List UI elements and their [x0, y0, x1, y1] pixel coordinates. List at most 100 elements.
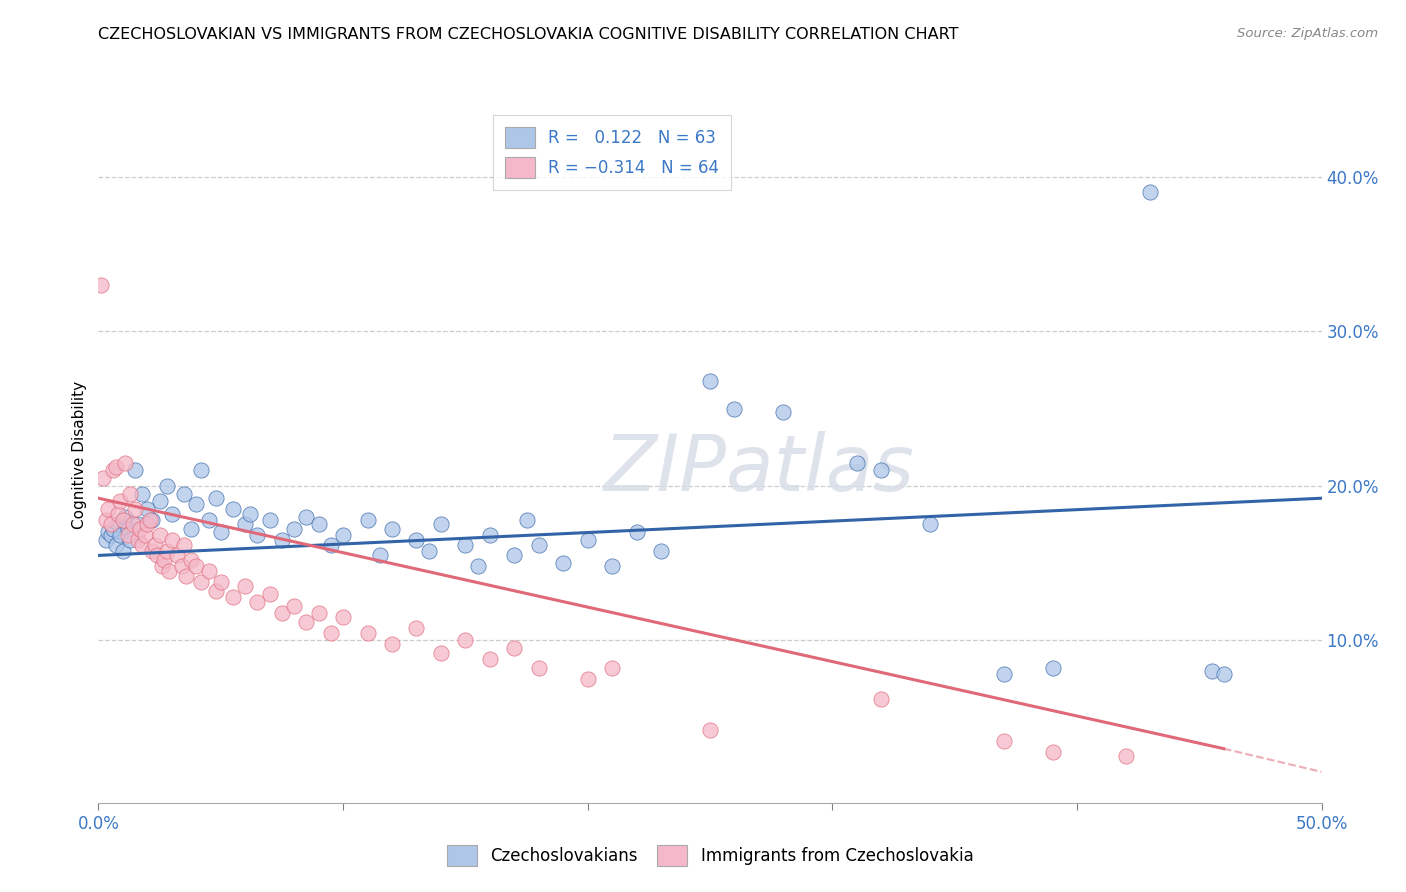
Point [870, 692, 893, 706]
Point [993, 667, 1015, 681]
Text: Source: ZipAtlas.com: Source: ZipAtlas.com [1237, 27, 1378, 40]
Point [110, 494, 132, 508]
Point [259, 513, 281, 527]
Point [270, 533, 294, 547]
Point [503, 641, 526, 656]
Point [478, 528, 501, 542]
Point [117, 522, 139, 536]
Point [110, 528, 132, 542]
Point [600, 661, 623, 675]
Point [478, 652, 501, 666]
Point [104, 460, 127, 475]
Point [170, 559, 193, 574]
Point [845, 456, 868, 470]
Point [100, 528, 122, 542]
Point [576, 672, 599, 686]
Point [870, 463, 893, 477]
Point [180, 553, 202, 567]
Point [723, 401, 745, 416]
Point [209, 525, 232, 540]
Point [1042, 661, 1064, 675]
Point [553, 556, 575, 570]
Point [101, 522, 124, 536]
Text: ZIPatlas: ZIPatlas [603, 431, 914, 507]
Point [104, 538, 127, 552]
Y-axis label: Cognitive Disability: Cognitive Disability [72, 381, 87, 529]
Point [124, 502, 146, 516]
Point [239, 507, 262, 521]
Point [146, 549, 169, 563]
Point [197, 513, 219, 527]
Point [114, 509, 136, 524]
Point [111, 513, 134, 527]
Point [190, 574, 212, 589]
Point [503, 549, 526, 563]
Point [246, 595, 269, 609]
Point [772, 404, 794, 418]
Point [149, 494, 172, 508]
Point [699, 723, 721, 738]
Point [121, 517, 143, 532]
Point [156, 479, 179, 493]
Point [650, 543, 672, 558]
Point [356, 513, 378, 527]
Point [136, 502, 159, 516]
Point [626, 525, 648, 540]
Point [173, 538, 195, 552]
Legend: Czechoslovakians, Immigrants from Czechoslovakia: Czechoslovakians, Immigrants from Czecho… [434, 833, 986, 878]
Point [319, 538, 342, 552]
Point [381, 636, 404, 650]
Point [270, 606, 294, 620]
Point [94, 533, 117, 547]
Point [405, 621, 427, 635]
Point [920, 517, 942, 532]
Point [233, 579, 256, 593]
Point [1201, 665, 1223, 679]
Point [127, 533, 149, 547]
Point [515, 513, 537, 527]
Point [233, 517, 256, 532]
Point [139, 513, 162, 527]
Point [97, 525, 120, 540]
Point [91, 471, 114, 485]
Point [1115, 749, 1137, 764]
Point [149, 528, 172, 542]
Point [405, 533, 427, 547]
Point [173, 486, 195, 500]
Point [114, 456, 136, 470]
Point [97, 502, 120, 516]
Point [90, 277, 112, 292]
Point [332, 528, 354, 542]
Point [993, 734, 1015, 748]
Point [101, 463, 124, 477]
Point [418, 543, 440, 558]
Point [111, 543, 134, 558]
Point [283, 599, 305, 614]
Point [160, 507, 183, 521]
Point [134, 528, 156, 542]
Point [454, 633, 477, 648]
Point [100, 517, 122, 532]
Point [120, 533, 142, 547]
Point [527, 538, 550, 552]
Point [190, 463, 212, 477]
Point [157, 564, 180, 578]
Point [467, 559, 489, 574]
Point [308, 606, 330, 620]
Point [131, 486, 153, 500]
Point [160, 533, 183, 547]
Point [107, 517, 129, 532]
Point [186, 497, 208, 511]
Point [136, 517, 159, 532]
Point [117, 528, 139, 542]
Point [368, 549, 391, 563]
Point [1042, 745, 1064, 759]
Point [222, 502, 245, 516]
Text: CZECHOSLOVAKIAN VS IMMIGRANTS FROM CZECHOSLOVAKIA COGNITIVE DISABILITY CORRELATI: CZECHOSLOVAKIAN VS IMMIGRANTS FROM CZECH… [98, 27, 959, 42]
Point [150, 559, 173, 574]
Point [283, 522, 305, 536]
Point [381, 522, 404, 536]
Point [527, 661, 550, 675]
Point [166, 549, 188, 563]
Point [430, 517, 453, 532]
